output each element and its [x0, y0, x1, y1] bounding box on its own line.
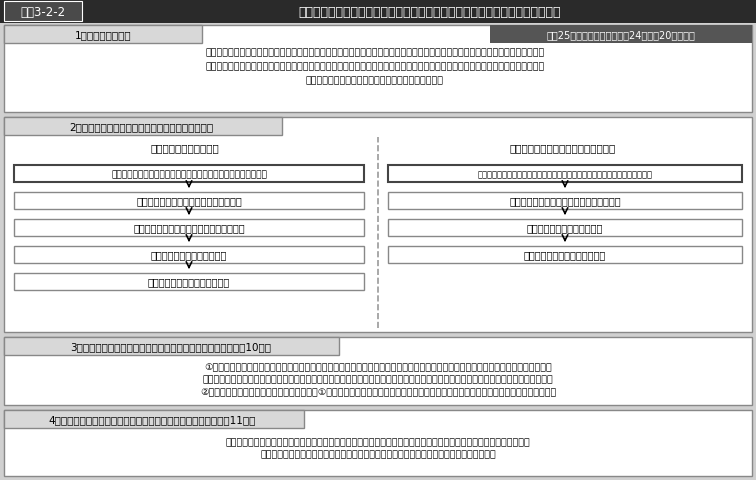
Text: 1．目的（第１条）: 1．目的（第１条） [75, 30, 132, 40]
Text: 障害者就労施設等の受注機会の拡大を図るための措置を講ずるよう努める責務: 障害者就労施設等の受注機会の拡大を図るための措置を講ずるよう努める責務 [478, 169, 652, 179]
Text: ②　地方公共団体及び地方独立行政法人は、①による国及び独立行政法人等の措置に準じて必要な措置を講ずるよう努めるものとする。: ② 地方公共団体及び地方独立行政法人は、①による国及び独立行政法人等の措置に準じ… [200, 387, 556, 396]
Text: 調達実績の取りまとめ・公表等: 調達実績の取りまとめ・公表等 [148, 277, 230, 287]
Bar [4, 26, 752, 113]
Text: 2．国等の責務及び調達の推進（第３条〜第９条）: 2．国等の責務及び調達の推進（第３条〜第９条） [69, 122, 213, 132]
Text: ①　国及び独立行政法人等は、公契約について、競争参加資格を定めるに当たって法定雇用率を満たしていること又は障害者就労施設: ① 国及び独立行政法人等は、公契約について、競争参加資格を定めるに当たって法定雇… [204, 363, 552, 372]
Bar [4, 410, 752, 476]
Bar [4, 26, 202, 44]
Bar [0, 0, 756, 24]
Bar [4, 118, 752, 332]
Text: る障害者、在宅就業障害者等の自立の促進に資する。: る障害者、在宅就業障害者等の自立の促進に資する。 [306, 76, 444, 85]
Text: ＜地方公共団体・地方独立行政法人＞: ＜地方公共団体・地方独立行政法人＞ [510, 143, 616, 153]
Bar [388, 192, 742, 210]
Text: 国等による障害者就労施設等からの物品等の調達の推進等に関する法律の概要: 国等による障害者就労施設等からの物品等の調達の推進等に関する法律の概要 [299, 5, 561, 18]
Text: 調達方針の策定・公表（各省各庁の長等）: 調達方針の策定・公表（各省各庁の長等） [133, 223, 245, 233]
Text: 調達方針に即した調達の実施: 調達方針に即した調達の実施 [150, 250, 228, 260]
Bar [490, 26, 752, 44]
Bar [14, 192, 364, 210]
Text: 平成25年４月１日施行（平成24年６月20日成立）: 平成25年４月１日施行（平成24年６月20日成立） [547, 30, 696, 40]
Bar [388, 166, 742, 182]
Bar [4, 337, 339, 355]
Bar [14, 247, 364, 264]
Text: 要な事項等を定めることにより、障害者就労施設等が供給する物品等に対する需要の増進等を図り、もって障害者就労施設で就労す: 要な事項等を定めることにより、障害者就労施設等が供給する物品等に対する需要の増進… [206, 62, 544, 72]
Text: 調達実績の取りまとめ・公表等: 調達実績の取りまとめ・公表等 [524, 250, 606, 260]
Bar [14, 166, 364, 182]
Text: 供するよう努めるとともに、当該物品等の質の向上及び供給の円滑化に努めるものとする。: 供するよう努めるとともに、当該物品等の質の向上及び供給の円滑化に努めるものとする… [260, 450, 496, 458]
Text: 障害者就労施設等は、単独で又は相互に連携して若しくは共同して、購入者等に対し、その物品等に関する情報を提: 障害者就労施設等は、単独で又は相互に連携して若しくは共同して、購入者等に対し、そ… [225, 438, 531, 446]
Text: 等から相当程度の物品等を調達していることに配慮する等障害者の就業を促進するために必要な措置を講ずるよう努めるものとする。: 等から相当程度の物品等を調達していることに配慮する等障害者の就業を促進するために… [203, 375, 553, 384]
Text: ＜国・独立行政法人等＞: ＜国・独立行政法人等＞ [150, 143, 219, 153]
Bar [4, 118, 282, 136]
Text: 調達方針の策定・公表（都道府県の長等）: 調達方針の策定・公表（都道府県の長等） [510, 196, 621, 206]
Bar [14, 274, 364, 290]
Bar [388, 247, 742, 264]
Bar [14, 219, 364, 237]
Text: 障害者就労施設、在宅就業障害者及び在宅就業支援団体（以下「障害者就労施設等」という。）の受注の機会を確保するために必: 障害者就労施設、在宅就業障害者及び在宅就業支援団体（以下「障害者就労施設等」とい… [206, 48, 544, 58]
Text: 4．障害者就労施設等の供給する物品等に関する情報の提供（第11条）: 4．障害者就労施設等の供給する物品等に関する情報の提供（第11条） [48, 414, 256, 424]
Bar [4, 410, 304, 428]
Text: 調達方針に即した調達の実施: 調達方針に即した調達の実施 [527, 223, 603, 233]
Bar [4, 337, 752, 405]
Text: 3．公契約における障害者の就業を促進するための措置等（第10条）: 3．公契約における障害者の就業を促進するための措置等（第10条） [70, 341, 271, 351]
Bar [4, 2, 82, 22]
Text: 基本方針の策定・公表（厚生労働大臣）: 基本方針の策定・公表（厚生労働大臣） [136, 196, 242, 206]
Bar [388, 219, 742, 237]
Text: 優先的に障害者就労施設等から物品等を調達するよう努める責務: 優先的に障害者就労施設等から物品等を調達するよう努める責務 [111, 169, 267, 179]
Text: 図表3-2-2: 図表3-2-2 [20, 5, 66, 18]
